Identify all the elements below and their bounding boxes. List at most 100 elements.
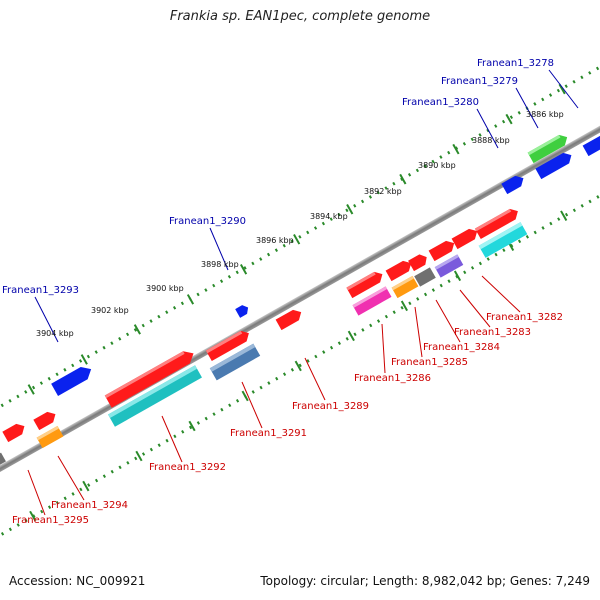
major-ticks bbox=[27, 83, 568, 522]
gene-label-3289[interactable]: Franean1_3289 bbox=[292, 401, 369, 412]
gene-features bbox=[0, 132, 600, 467]
gene-label-3282[interactable]: Franean1_3282 bbox=[486, 312, 563, 323]
outer-major-tick bbox=[505, 113, 513, 125]
gene-block-blue-3293[interactable] bbox=[51, 363, 94, 396]
inner-major-tick bbox=[347, 330, 355, 342]
gene-block-teal-3292[interactable] bbox=[108, 365, 202, 427]
gene-label-3293[interactable]: Franean1_3293 bbox=[2, 285, 79, 296]
gene-block-orange-3294[interactable] bbox=[36, 425, 64, 449]
tick-label: 3892 kbp bbox=[364, 187, 402, 196]
tick-label: 3902 kbp bbox=[91, 306, 129, 315]
gene-label-3280[interactable]: Franean1_3280 bbox=[402, 97, 479, 108]
leader-line bbox=[27, 469, 46, 516]
inner-major-tick bbox=[29, 510, 37, 522]
gene-block-red-3285b[interactable] bbox=[385, 258, 415, 282]
tick-label: 3898 kbp bbox=[201, 260, 239, 269]
outer-major-tick bbox=[452, 143, 460, 155]
gene-block-blue-3280[interactable] bbox=[501, 173, 526, 195]
gene-label-3294[interactable]: Franean1_3294 bbox=[51, 500, 128, 511]
gene-label-3286[interactable]: Franean1_3286 bbox=[354, 373, 431, 384]
leader-line bbox=[459, 289, 491, 328]
gene-block-green-3278[interactable] bbox=[527, 132, 570, 164]
gene-label-3279[interactable]: Franean1_3279 bbox=[441, 76, 518, 87]
leader-line bbox=[548, 69, 579, 109]
outer-major-tick bbox=[80, 354, 88, 365]
gene-block-blue-3279[interactable] bbox=[535, 150, 574, 180]
outer-major-tick bbox=[346, 203, 354, 215]
tick-labels: 3886 kbp 3888 kbp 3890 kbp 3892 kbp 3894… bbox=[36, 110, 564, 338]
gene-label-3285[interactable]: Franean1_3285 bbox=[391, 357, 468, 368]
inner-major-tick bbox=[241, 390, 249, 402]
gene-labels: Franean1_3278 Franean1_3279 Franean1_328… bbox=[2, 58, 563, 526]
tick-label: 3896 kbp bbox=[256, 236, 294, 245]
tick-label: 3886 kbp bbox=[526, 110, 564, 119]
gene-label-3290[interactable]: Franean1_3290 bbox=[169, 216, 246, 227]
leader-line bbox=[414, 306, 423, 358]
outer-major-tick bbox=[399, 173, 407, 185]
leader-line bbox=[57, 455, 85, 501]
leader-line bbox=[161, 415, 183, 463]
inner-major-tick bbox=[560, 210, 568, 222]
topology-text: Topology: circular; Length: 8,982,042 bp… bbox=[260, 574, 590, 588]
gene-block-cyan-3282[interactable] bbox=[478, 222, 528, 258]
gene-block-gray-edge[interactable] bbox=[0, 452, 6, 467]
gene-label-3295[interactable]: Franean1_3295 bbox=[12, 515, 89, 526]
gene-block-magenta-3286[interactable] bbox=[352, 286, 392, 316]
leader-line bbox=[304, 357, 326, 401]
leader-line bbox=[435, 299, 461, 343]
gene-block-red-3289[interactable] bbox=[275, 307, 305, 331]
gene-block-red-3283[interactable] bbox=[451, 226, 481, 250]
tick-label: 3888 kbp bbox=[472, 136, 510, 145]
gene-label-3292[interactable]: Franean1_3292 bbox=[149, 462, 226, 473]
outer-major-tick bbox=[186, 294, 195, 305]
leader-line bbox=[515, 87, 539, 129]
gene-block-blue-3290[interactable] bbox=[235, 303, 250, 318]
label-leader-lines bbox=[27, 69, 579, 516]
outer-major-tick bbox=[27, 384, 35, 395]
tick-label: 3890 kbp bbox=[418, 161, 456, 170]
tick-label: 3894 kbp bbox=[310, 212, 348, 221]
leader-line bbox=[381, 323, 386, 374]
gene-block-gray-3284[interactable] bbox=[414, 267, 436, 287]
gene-block-blue-1[interactable] bbox=[582, 133, 600, 157]
outer-major-tick bbox=[293, 233, 301, 245]
gene-label-3283[interactable]: Franean1_3283 bbox=[454, 327, 531, 338]
tick-label: 3904 kbp bbox=[36, 329, 74, 338]
leader-line bbox=[209, 227, 229, 271]
gene-block-red-3295[interactable] bbox=[2, 421, 27, 443]
accession-text: Accession: NC_009921 bbox=[9, 574, 146, 588]
inner-major-tick bbox=[82, 480, 90, 492]
gene-block-red-3291[interactable] bbox=[205, 328, 252, 362]
gene-label-3284[interactable]: Franean1_3284 bbox=[423, 342, 500, 353]
leader-line bbox=[481, 275, 521, 313]
gene-label-3278[interactable]: Franean1_3278 bbox=[477, 58, 554, 69]
gene-block-red-3286[interactable] bbox=[346, 269, 385, 299]
tick-tracks bbox=[0, 44, 600, 558]
outer-tick-track bbox=[0, 44, 600, 461]
genome-backbone bbox=[0, 89, 600, 509]
tick-label: 3900 kbp bbox=[146, 284, 184, 293]
leader-line bbox=[476, 108, 499, 149]
inner-major-tick bbox=[400, 300, 408, 312]
inner-major-tick bbox=[294, 360, 302, 372]
gene-block-red-3282[interactable] bbox=[474, 206, 521, 240]
outer-major-tick bbox=[558, 83, 566, 95]
inner-major-tick bbox=[135, 450, 143, 462]
gene-block-orange-3285[interactable] bbox=[391, 275, 419, 299]
gene-label-3291[interactable]: Franean1_3291 bbox=[230, 428, 307, 439]
map-title: Frankia sp. EAN1pec, complete genome bbox=[169, 9, 431, 24]
inner-tick-track bbox=[0, 141, 600, 558]
gene-block-purple-3283[interactable] bbox=[434, 254, 464, 278]
outer-major-tick bbox=[133, 324, 141, 335]
inner-major-tick bbox=[188, 420, 196, 432]
gene-block-red-3294[interactable] bbox=[33, 409, 58, 431]
gene-block-red-3292[interactable] bbox=[104, 347, 197, 408]
leader-line bbox=[241, 381, 263, 429]
gene-block-steel-3291[interactable] bbox=[209, 343, 261, 381]
gene-block-red-3284[interactable] bbox=[428, 238, 458, 262]
outer-major-tick bbox=[239, 264, 248, 275]
gene-block-red-3285a[interactable] bbox=[408, 252, 430, 272]
inner-major-tick bbox=[453, 270, 462, 282]
